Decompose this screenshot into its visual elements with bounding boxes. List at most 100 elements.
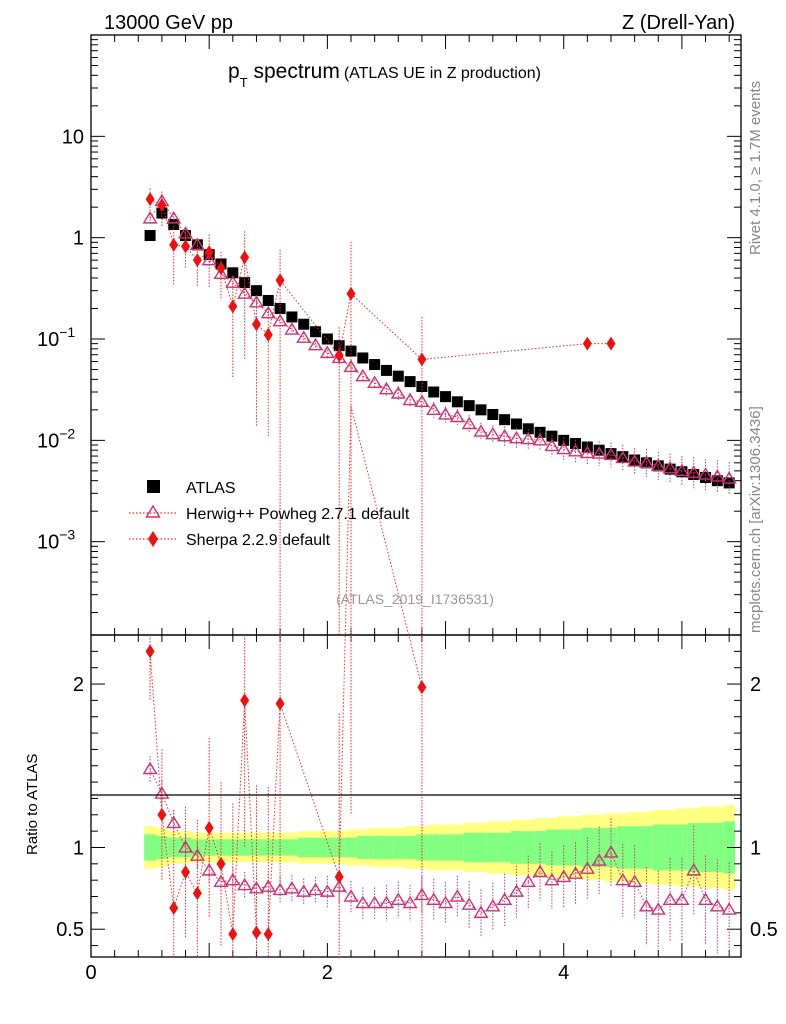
atlas-data-point bbox=[392, 370, 404, 382]
herwig-ratio-point bbox=[449, 889, 465, 902]
herwig-ratio-point bbox=[426, 892, 442, 905]
sherpa-ratio-point bbox=[216, 856, 226, 871]
herwig-ratio-point bbox=[532, 864, 548, 878]
herwig-ratio-point bbox=[497, 892, 513, 905]
herwig-ratio-point bbox=[662, 892, 678, 905]
ratio-band-inner bbox=[286, 839, 298, 856]
sherpa-point bbox=[417, 352, 427, 367]
herwig-point bbox=[698, 467, 714, 480]
herwig-point bbox=[248, 294, 264, 308]
ratio-band-inner bbox=[203, 839, 216, 856]
herwig-ratio-point bbox=[402, 895, 418, 909]
ratio-panel-frame bbox=[90, 634, 742, 958]
x-tick-label: 4 bbox=[558, 962, 569, 984]
herwig-point bbox=[461, 416, 477, 430]
ratio-y-tick-label-right: 0.5 bbox=[750, 919, 778, 941]
sherpa-ratio-point bbox=[169, 900, 179, 915]
herwig-ratio-point bbox=[615, 872, 631, 886]
herwig-ratio-point bbox=[627, 874, 643, 888]
sherpa-ratio-point bbox=[417, 680, 427, 695]
ratio-band-inner bbox=[309, 837, 322, 858]
ratio-band-inner bbox=[652, 824, 665, 871]
herwig-point bbox=[225, 275, 241, 288]
y-tick-label: 10−3 bbox=[37, 527, 75, 554]
herwig-ratio-point bbox=[248, 880, 264, 894]
herwig-point bbox=[142, 211, 158, 224]
header-left-text: 13000 GeV pp bbox=[104, 12, 233, 34]
herwig-point bbox=[355, 368, 371, 382]
herwig-ratio-point bbox=[520, 874, 536, 888]
ratio-band-inner bbox=[439, 834, 452, 861]
herwig-ratio-point bbox=[237, 877, 253, 891]
ratio-band-inner bbox=[392, 836, 405, 859]
herwig-point bbox=[166, 211, 182, 224]
herwig-point bbox=[603, 447, 619, 461]
legend-entry-atlas: ATLAS bbox=[147, 480, 236, 497]
x-tick-label: 0 bbox=[85, 962, 96, 984]
atlas-data-point bbox=[262, 294, 274, 306]
herwig-point bbox=[650, 458, 666, 472]
ratio-band-inner bbox=[546, 829, 558, 866]
analysis-id-label: (ATLAS_2019_I1736531) bbox=[336, 591, 494, 607]
sherpa-point bbox=[251, 317, 261, 332]
herwig-point bbox=[213, 266, 229, 280]
mcplots-label: mcplots.cern.ch [arXiv:1306.3436] bbox=[747, 406, 764, 633]
atlas-data-point bbox=[451, 396, 463, 408]
herwig-point bbox=[473, 424, 489, 437]
atlas-data-point bbox=[605, 448, 617, 460]
atlas-data-point bbox=[428, 386, 440, 398]
herwig-point bbox=[627, 454, 643, 467]
herwig-point bbox=[414, 394, 430, 408]
atlas-data-point bbox=[357, 352, 369, 364]
ratio-band-inner bbox=[416, 834, 428, 861]
atlas-data-point bbox=[369, 359, 381, 371]
herwig-point bbox=[674, 463, 690, 477]
sherpa-ratio-point bbox=[251, 925, 261, 940]
ratio-band-inner bbox=[250, 839, 263, 856]
ratio-band-inner bbox=[345, 837, 357, 858]
herwig-point bbox=[568, 443, 584, 457]
atlas-data-point bbox=[558, 434, 570, 446]
sherpa-ratio-point bbox=[192, 886, 202, 901]
atlas-data-point bbox=[380, 364, 392, 376]
herwig-point bbox=[485, 426, 501, 440]
ratio-band-inner bbox=[463, 832, 476, 863]
herwig-ratio-point bbox=[709, 898, 725, 912]
ratio-band-inner bbox=[475, 832, 487, 863]
atlas-data-point bbox=[286, 311, 298, 323]
herwig-ratio-point bbox=[485, 898, 501, 912]
herwig-point bbox=[556, 441, 572, 455]
herwig-point bbox=[615, 450, 631, 464]
herwig-ratio-point bbox=[438, 895, 454, 909]
sherpa-ratio-point bbox=[263, 927, 273, 942]
ratio-band-inner bbox=[711, 822, 724, 873]
atlas-data-point bbox=[250, 285, 262, 297]
ratio-band-inner bbox=[156, 836, 168, 859]
header-right-text: Z (Drell-Yan) bbox=[622, 12, 735, 34]
legend-atlas-label: ATLAS bbox=[186, 480, 236, 497]
ratio-band-inner bbox=[144, 834, 156, 861]
ratio-band-inner bbox=[404, 836, 416, 859]
herwig-point bbox=[686, 465, 702, 478]
ratio-band-inner bbox=[699, 822, 712, 873]
ratio-band-inner bbox=[510, 831, 523, 864]
herwig-line bbox=[149, 200, 730, 480]
herwig-point bbox=[402, 392, 418, 406]
herwig-ratio-point bbox=[473, 905, 489, 919]
ratio-band-inner bbox=[522, 831, 535, 864]
herwig-point bbox=[296, 330, 312, 343]
ratio-band-inner bbox=[333, 837, 346, 858]
ratio-band-inner bbox=[226, 839, 239, 856]
ratio-band-inner bbox=[498, 832, 511, 863]
sherpa-ratio-point bbox=[228, 927, 238, 942]
sherpa-point bbox=[582, 336, 592, 351]
herwig-point bbox=[390, 386, 406, 399]
herwig-ratio-point bbox=[674, 892, 690, 905]
herwig-ratio-line bbox=[149, 768, 730, 914]
herwig-ratio-point bbox=[556, 869, 572, 883]
ratio-band-inner bbox=[368, 836, 381, 859]
herwig-point bbox=[662, 460, 678, 474]
sherpa-point bbox=[157, 198, 167, 213]
atlas-data-point bbox=[522, 423, 534, 435]
